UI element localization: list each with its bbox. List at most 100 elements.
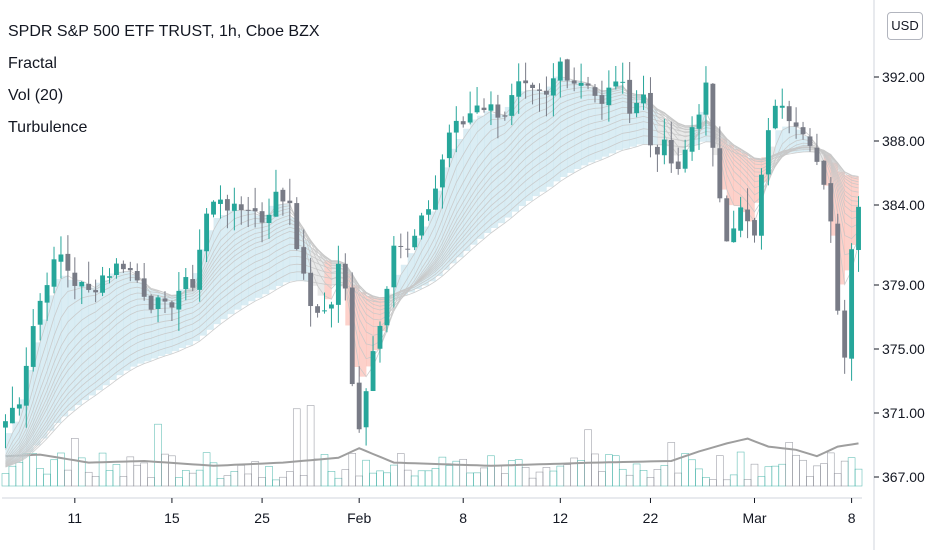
volume-bar [431, 468, 440, 487]
volume-average-line [5, 437, 859, 467]
volume-bar [466, 472, 474, 487]
candle-body [800, 127, 806, 135]
ribbon-fill [629, 94, 637, 147]
x-tick-label: Feb [347, 510, 371, 526]
ribbon-fill [740, 153, 748, 213]
volume-bar [216, 478, 225, 487]
candle-body [412, 235, 418, 248]
candle-body [627, 79, 633, 114]
volume-bar [792, 454, 800, 487]
candle-body [273, 191, 279, 217]
volume-bar [168, 455, 176, 487]
ribbon-fill [366, 295, 374, 367]
volume-bar [445, 465, 454, 487]
volume-bar [736, 451, 745, 487]
volume-bar [473, 472, 481, 487]
ribbon-fill [116, 271, 124, 376]
ribbon-fill [164, 295, 173, 354]
candle-body [218, 199, 223, 204]
currency-button[interactable]: USD [887, 12, 923, 40]
indicator-volume[interactable]: Vol (20) [8, 87, 64, 104]
ribbon-fill [275, 204, 284, 286]
volume-bar [702, 477, 710, 487]
candle-body [287, 200, 293, 204]
symbol-title[interactable]: SPDR S&P 500 ETF TRUST, 1h, Cboe BZX [8, 23, 320, 40]
candle-body [821, 160, 827, 185]
volume-bar [480, 467, 488, 487]
ribbon-fill [532, 90, 540, 197]
candle-body [58, 254, 64, 262]
candle-body [16, 404, 22, 409]
volume-bar [729, 474, 738, 487]
volume-bar [105, 470, 114, 487]
candle-body [703, 82, 709, 115]
volume-bar [674, 472, 682, 487]
ribbon-fill [636, 94, 644, 145]
candle-body [363, 391, 369, 428]
candle-body [44, 285, 50, 303]
ribbon-layer [5, 76, 859, 468]
volume-bar [487, 455, 495, 487]
y-tick-label: 392.00 [882, 69, 925, 85]
ribbon-fill [823, 154, 832, 186]
ribbon-line [5, 105, 859, 466]
volume-bar [716, 455, 724, 487]
ribbon-line [5, 141, 859, 468]
volume-bar [15, 462, 24, 487]
candle-body [828, 183, 834, 222]
volume-bar [771, 465, 780, 487]
candle-body [37, 300, 43, 325]
candle-body [301, 247, 307, 274]
candle-body [356, 382, 362, 430]
candle-body [3, 421, 8, 428]
volume-bar [424, 470, 433, 487]
indicator-fractal[interactable]: Fractal [8, 55, 57, 72]
ribbon-fill [678, 125, 686, 154]
volume-bar [182, 470, 190, 487]
candle-body [65, 253, 71, 271]
volume-bar [188, 472, 197, 487]
candle-body [606, 87, 612, 106]
volume-bar [653, 469, 662, 487]
candle-body [661, 139, 667, 156]
candle-body [238, 204, 244, 211]
volume-bar [348, 453, 357, 487]
volume-bar [202, 452, 211, 487]
indicator-turbulence[interactable]: Turbulence [8, 119, 88, 136]
volume-bar [646, 477, 655, 487]
y-tick-label: 375.00 [882, 341, 925, 357]
volume-bar [501, 473, 509, 487]
x-tick-label: Mar [742, 510, 766, 526]
volume-layer [1, 405, 863, 487]
ribbon-fill [851, 176, 859, 245]
candle-body [592, 87, 598, 96]
volume-bar [230, 471, 239, 487]
volume-bar [618, 468, 627, 487]
candle-body [245, 209, 251, 211]
volume-bar [320, 454, 329, 487]
volume-bar [112, 464, 121, 487]
candle-body [849, 249, 855, 359]
volume-bar [299, 475, 308, 487]
volume-bar [272, 479, 280, 487]
volume-bar [244, 473, 252, 487]
candle-body [294, 203, 300, 250]
volume-bar [549, 470, 558, 487]
candle-body [738, 207, 744, 231]
candle-body [682, 149, 688, 169]
volume-bar [667, 442, 676, 487]
volume-bar [833, 473, 842, 487]
ribbon-fill [123, 271, 131, 371]
volume-bar [854, 468, 863, 487]
ribbon-fill [95, 282, 103, 391]
candle-body [668, 139, 674, 164]
volume-bar [563, 464, 572, 487]
volume-bar [688, 459, 696, 487]
candle-body [211, 201, 216, 215]
ribbon-fill [816, 150, 825, 162]
volume-bar [535, 471, 544, 487]
candle-body [391, 245, 397, 288]
candle-body [759, 174, 764, 236]
